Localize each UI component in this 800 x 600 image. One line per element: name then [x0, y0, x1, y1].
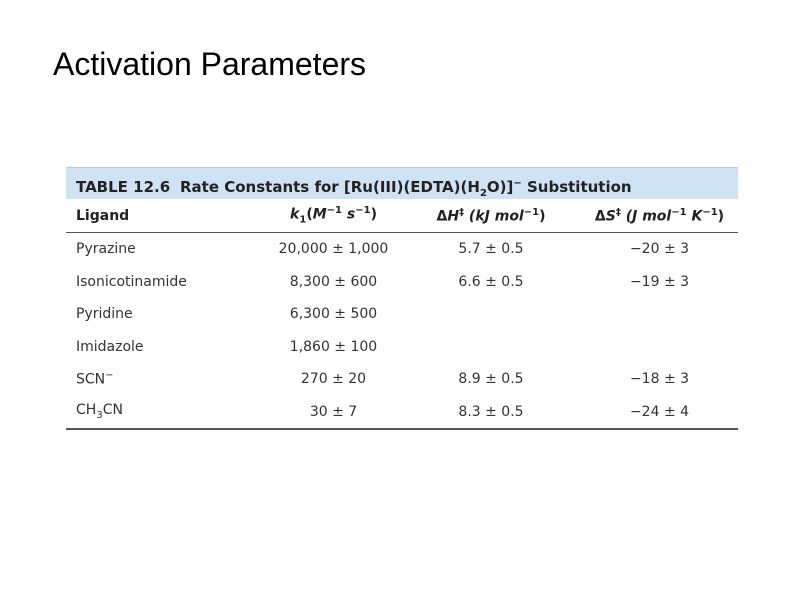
slide-title: Activation Parameters — [53, 46, 367, 82]
header-delta-h: ΔH‡ (kJ mol−1) — [401, 199, 581, 233]
cell-k1: 1,860 ± 100 — [289, 338, 378, 355]
cell-delta-h: 6.6 ± 0.5 — [458, 273, 524, 290]
cell-delta-s: −18 ± 3 — [629, 371, 690, 388]
cell-k1: 8,300 ± 600 — [289, 273, 378, 290]
rate-table: Ligand k1(M−1 s−1) ΔH‡ (kJ mol−1) ΔS‡ (J… — [66, 199, 738, 430]
cell-k1: 20,000 ± 1,000 — [278, 241, 389, 258]
data-table: TABLE 12.6 Rate Constants for [Ru(III)(ED… — [66, 167, 738, 430]
table-row: SCN− 270 ± 20 8.9 ± 0.5 −18 ± 3 — [66, 363, 738, 396]
cell-ligand: Isonicotinamide — [76, 273, 187, 290]
header-k1: k1(M−1 s−1) — [266, 199, 401, 233]
table-row: Pyrazine 20,000 ± 1,000 5.7 ± 0.5 −20 ± … — [66, 233, 738, 266]
table-row: CH3CN 30 ± 7 8.3 ± 0.5 −24 ± 4 — [66, 395, 738, 430]
header-row: Ligand k1(M−1 s−1) ΔH‡ (kJ mol−1) ΔS‡ (J… — [66, 199, 738, 233]
table-row: Isonicotinamide 8,300 ± 600 6.6 ± 0.5 −1… — [66, 266, 738, 299]
caption-text: Rate Constants for [Ru(III)(EDTA)(H2O)]−… — [180, 178, 632, 199]
cell-k1: 30 ± 7 — [266, 395, 401, 430]
header-ligand: Ligand — [66, 199, 266, 233]
cell-k1: 270 ± 20 — [300, 371, 367, 388]
header-delta-s: ΔS‡ (J mol−1 K−1) — [581, 199, 738, 233]
cell-ligand: Pyrazine — [76, 241, 136, 258]
cell-delta-h — [401, 298, 581, 331]
cell-delta-h: 8.9 ± 0.5 — [458, 371, 524, 388]
cell-k1: 6,300 ± 500 — [289, 306, 378, 323]
cell-ligand: CH3CN — [66, 395, 266, 430]
cell-delta-s: −20 ± 3 — [629, 241, 690, 258]
cell-delta-h — [401, 331, 581, 364]
cell-delta-s: −24 ± 4 — [581, 395, 738, 430]
cell-delta-s — [581, 298, 738, 331]
cell-ligand: Pyridine — [76, 306, 133, 323]
table-caption: TABLE 12.6 Rate Constants for [Ru(III)(ED… — [66, 167, 738, 199]
table-number: TABLE 12.6 — [76, 178, 171, 196]
table-row: Pyridine 6,300 ± 500 — [66, 298, 738, 331]
cell-delta-h: 8.3 ± 0.5 — [401, 395, 581, 430]
cell-ligand: SCN− — [76, 370, 114, 389]
cell-delta-h: 5.7 ± 0.5 — [458, 241, 524, 258]
table-row: Imidazole 1,860 ± 100 — [66, 331, 738, 364]
cell-delta-s — [581, 331, 738, 364]
cell-delta-s: −19 ± 3 — [629, 273, 690, 290]
cell-ligand: Imidazole — [76, 338, 144, 355]
